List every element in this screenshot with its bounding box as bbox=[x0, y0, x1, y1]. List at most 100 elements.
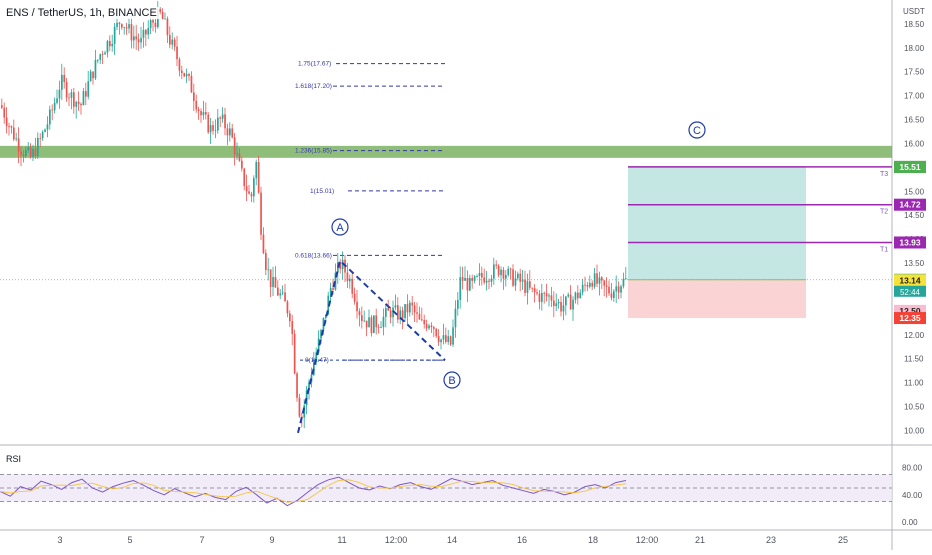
candle-body bbox=[313, 362, 315, 375]
position-stop-zone bbox=[628, 279, 806, 319]
target-label: T3 bbox=[880, 171, 888, 178]
candle-body bbox=[346, 272, 349, 282]
candle-body bbox=[159, 9, 162, 12]
candle-body bbox=[457, 299, 459, 309]
candle-body bbox=[116, 22, 118, 27]
candle-body bbox=[226, 128, 229, 136]
candle-body bbox=[399, 310, 402, 320]
candle-body bbox=[368, 317, 370, 328]
fib-level-label: 1(15.01) bbox=[310, 188, 334, 195]
x-tick-label: 21 bbox=[695, 535, 705, 545]
candle-body bbox=[584, 284, 586, 286]
candle-body bbox=[39, 138, 42, 139]
candle-body bbox=[308, 382, 310, 391]
wave-label-circle bbox=[331, 218, 349, 236]
candle-body bbox=[502, 269, 505, 279]
candle-body bbox=[581, 284, 584, 293]
candle-body bbox=[15, 138, 18, 140]
candle-body bbox=[593, 273, 596, 287]
candle-body bbox=[171, 39, 174, 45]
candle-body bbox=[94, 59, 97, 79]
candle-body bbox=[56, 98, 58, 103]
x-tick-label: 7 bbox=[199, 535, 204, 545]
candle-body bbox=[173, 39, 176, 47]
candle-body bbox=[262, 234, 265, 253]
candle-body bbox=[70, 92, 73, 98]
y-tick-label: 10.00 bbox=[904, 426, 925, 435]
candle-body bbox=[488, 280, 490, 282]
candle-body bbox=[514, 278, 517, 286]
candle-body bbox=[601, 277, 603, 281]
x-tick-label: 5 bbox=[127, 535, 132, 545]
candle-body bbox=[497, 265, 500, 276]
candle-body bbox=[387, 308, 390, 311]
candle-body bbox=[317, 338, 320, 353]
candle-body bbox=[221, 114, 224, 119]
candle-body bbox=[524, 279, 526, 293]
position-profit-zone bbox=[628, 166, 806, 280]
candle-body bbox=[425, 324, 428, 329]
y-tick-label: 12.00 bbox=[904, 331, 925, 340]
candle-body bbox=[428, 325, 430, 329]
candle-body bbox=[41, 131, 44, 139]
candle-body bbox=[605, 285, 608, 287]
candle-body bbox=[409, 302, 411, 313]
price-tag-label: 13.14 bbox=[899, 275, 921, 285]
candle-body bbox=[298, 397, 301, 417]
candle-body bbox=[445, 335, 447, 342]
y-tick-label: 18.00 bbox=[904, 44, 925, 53]
candle-body bbox=[519, 273, 522, 282]
candle-body bbox=[25, 150, 27, 156]
candle-body bbox=[149, 20, 152, 28]
candle-body bbox=[365, 320, 368, 328]
candle-body bbox=[493, 264, 495, 279]
x-tick-label: 18 bbox=[588, 535, 598, 545]
candle-body bbox=[334, 272, 337, 290]
candle-body bbox=[586, 284, 589, 287]
candle-body bbox=[329, 287, 332, 296]
candle-body bbox=[603, 280, 606, 286]
candle-body bbox=[49, 109, 51, 125]
candle-body bbox=[255, 162, 258, 179]
candle-body bbox=[401, 310, 404, 319]
candle-body bbox=[140, 37, 142, 43]
candle-body bbox=[353, 293, 356, 302]
candle-body bbox=[164, 18, 166, 20]
y-tick-label: 14.50 bbox=[904, 211, 925, 220]
candle-body bbox=[68, 97, 70, 99]
candle-body bbox=[380, 327, 382, 328]
x-tick-label: 14 bbox=[447, 535, 457, 545]
fib-level-label: 1.618(17.20) bbox=[295, 83, 332, 90]
candle-body bbox=[121, 24, 123, 28]
price-tag bbox=[894, 160, 926, 173]
candle-body bbox=[459, 277, 462, 300]
candle-body bbox=[339, 262, 342, 270]
candle-body bbox=[274, 277, 277, 288]
candle-body bbox=[610, 293, 613, 298]
candle-body bbox=[548, 295, 550, 297]
candle-body bbox=[293, 333, 296, 374]
candle-body bbox=[589, 282, 591, 287]
candle-body bbox=[289, 313, 291, 322]
candle-body bbox=[8, 126, 10, 127]
price-tag-label: 12.35 bbox=[899, 313, 921, 323]
candle-body bbox=[291, 321, 294, 334]
y-tick-label: 16.50 bbox=[904, 116, 925, 125]
candle-body bbox=[538, 293, 541, 302]
candle-body bbox=[200, 111, 202, 116]
candle-body bbox=[128, 24, 130, 29]
candle-body bbox=[85, 91, 87, 97]
candle-body bbox=[34, 149, 37, 157]
y-tick-label: 10.50 bbox=[904, 403, 925, 412]
candle-body bbox=[476, 276, 478, 277]
rsi-tick-label: 0.00 bbox=[902, 518, 918, 527]
candle-body bbox=[305, 390, 308, 406]
candle-body bbox=[385, 308, 387, 317]
candle-body bbox=[596, 273, 598, 284]
candle-body bbox=[440, 339, 442, 343]
countdown-tag bbox=[894, 285, 926, 297]
candle-body bbox=[106, 41, 109, 53]
x-tick-label: 23 bbox=[766, 535, 776, 545]
candle-body bbox=[5, 117, 8, 127]
candle-body bbox=[485, 280, 488, 283]
